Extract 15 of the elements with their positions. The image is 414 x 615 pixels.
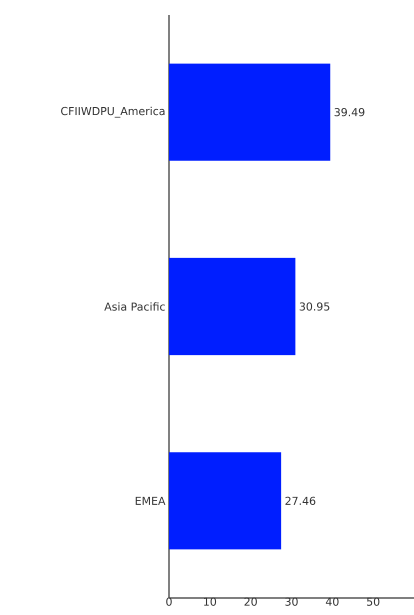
y-tick-label: CFIIWDPU_America xyxy=(61,106,164,118)
x-tick-label: 30 xyxy=(285,598,298,606)
x-tick-label: 10 xyxy=(204,598,216,606)
bar xyxy=(169,452,282,550)
bar xyxy=(169,64,330,161)
x-tick-label: 40 xyxy=(326,598,339,606)
y-tick-label: Asia Pacific xyxy=(104,302,165,311)
x-tick-label: 50 xyxy=(367,598,380,606)
x-tick-label: 20 xyxy=(244,598,257,606)
y-tick-label: EMEA xyxy=(136,496,166,505)
data-label: 30.95 xyxy=(300,302,330,311)
bar xyxy=(169,258,296,356)
x-tick-label: 0 xyxy=(166,598,172,606)
data-label: 27.46 xyxy=(285,496,316,505)
data-label: 39.49 xyxy=(334,108,364,116)
